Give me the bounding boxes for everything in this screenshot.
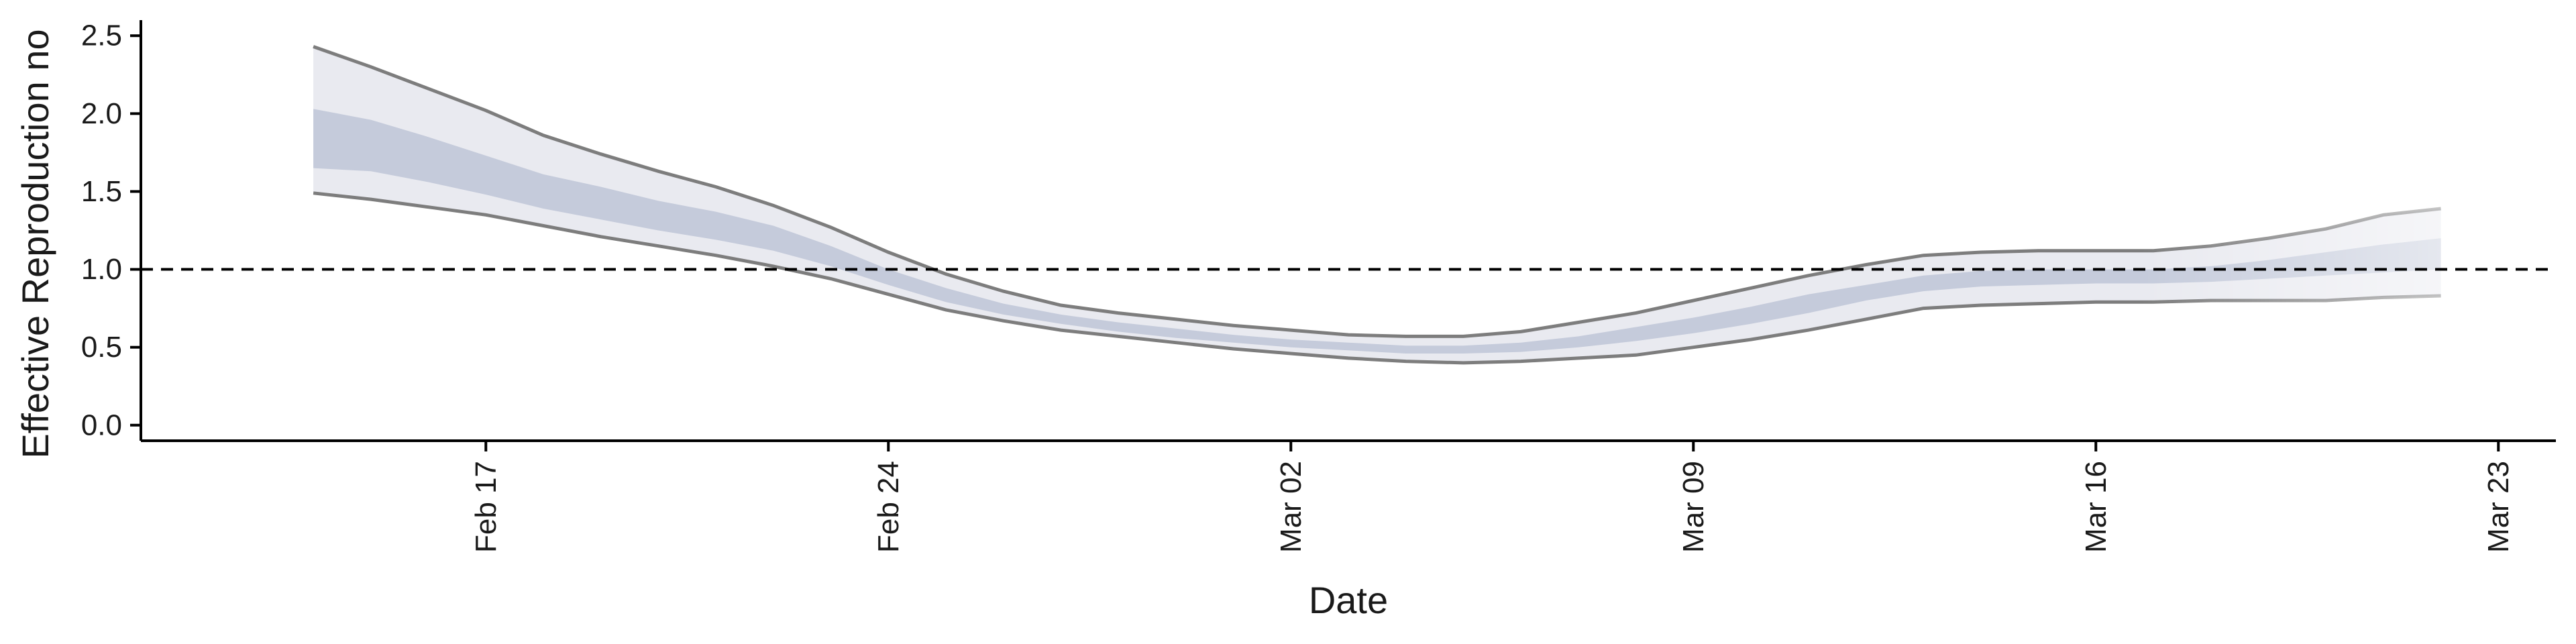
ci95-upper-line <box>313 45 2441 338</box>
y-tick-label: 1.5 <box>81 175 122 208</box>
y-tick-label: 0.5 <box>81 331 122 364</box>
x-tick-label: Mar 23 <box>2482 461 2515 553</box>
y-tick-label: 2.0 <box>81 97 122 130</box>
x-axis-title: Date <box>1309 579 1388 621</box>
interval-edge-lines <box>313 45 2441 365</box>
y-axis-title: Effective Reproduction no <box>14 29 56 458</box>
x-tick-label: Feb 24 <box>872 461 905 553</box>
credible-interval-bands <box>313 46 2441 363</box>
x-tick-label: Mar 09 <box>1677 461 1710 553</box>
x-ticks: Feb 17 Feb 24 Mar 02 Mar 09 Mar 16 Mar 23 <box>470 441 2515 553</box>
x-tick-label: Mar 02 <box>1275 461 1307 553</box>
ci95-lower-line <box>313 191 2441 365</box>
y-tick-label: 0.0 <box>81 409 122 441</box>
ci50-band <box>313 109 2441 354</box>
axes: Feb 17 Feb 24 Mar 02 Mar 09 Mar 16 Mar 23 0.0… <box>81 19 2556 553</box>
y-tick-label: 2.5 <box>81 19 122 52</box>
x-tick-label: Feb 17 <box>470 461 502 553</box>
y-tick-label: 1.0 <box>81 253 122 286</box>
y-ticks: 0.0 0.5 1.0 1.5 2.0 2.5 <box>81 19 141 441</box>
x-tick-label: Mar 16 <box>2080 461 2112 553</box>
